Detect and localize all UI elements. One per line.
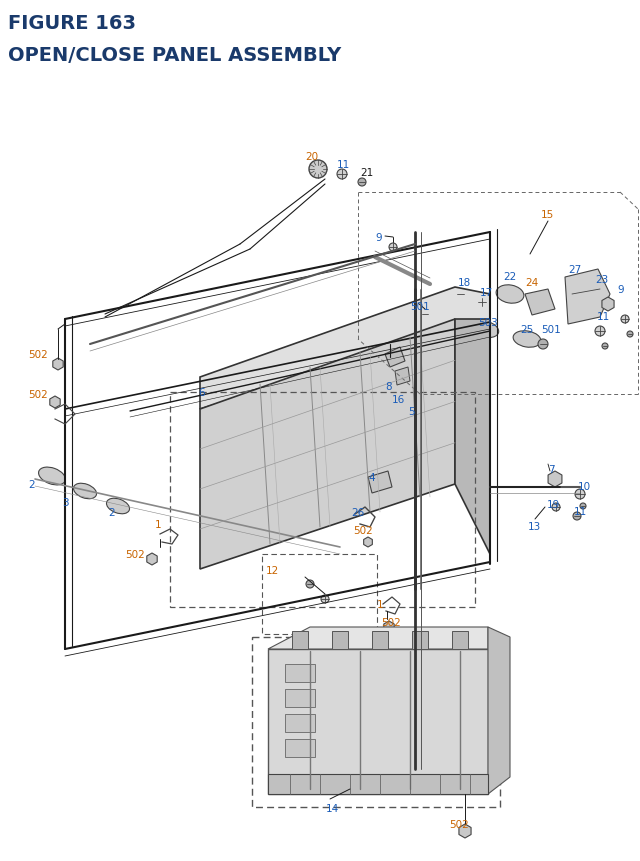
Polygon shape — [200, 319, 455, 569]
Text: 5: 5 — [408, 406, 415, 417]
Polygon shape — [200, 288, 490, 410]
Polygon shape — [147, 554, 157, 566]
Polygon shape — [548, 472, 562, 487]
Polygon shape — [565, 269, 610, 325]
Text: 502: 502 — [28, 389, 48, 400]
Circle shape — [337, 170, 347, 180]
Text: OPEN/CLOSE PANEL ASSEMBLY: OPEN/CLOSE PANEL ASSEMBLY — [8, 46, 341, 65]
Bar — [292, 631, 308, 649]
Text: 502: 502 — [353, 525, 372, 536]
Text: 12: 12 — [266, 566, 279, 575]
Text: 502: 502 — [28, 350, 48, 360]
Text: 17: 17 — [480, 288, 493, 298]
Circle shape — [580, 504, 586, 510]
Text: 6: 6 — [198, 387, 205, 398]
Text: 15: 15 — [541, 210, 554, 220]
Bar — [285, 664, 315, 682]
Polygon shape — [53, 358, 63, 370]
Text: 501: 501 — [541, 325, 561, 335]
Text: 27: 27 — [568, 264, 581, 275]
Circle shape — [455, 289, 465, 300]
Polygon shape — [455, 319, 490, 554]
Text: 502: 502 — [381, 617, 401, 628]
Bar — [285, 739, 315, 757]
Circle shape — [627, 331, 633, 338]
Ellipse shape — [38, 468, 65, 486]
Text: 1: 1 — [377, 599, 383, 610]
Circle shape — [321, 595, 329, 604]
Text: 11: 11 — [597, 312, 611, 322]
Polygon shape — [268, 628, 488, 649]
Text: 502: 502 — [449, 819, 468, 829]
Polygon shape — [50, 397, 60, 408]
Circle shape — [389, 244, 397, 251]
Text: 24: 24 — [525, 278, 538, 288]
Text: 501: 501 — [410, 301, 429, 312]
Bar — [268, 774, 488, 794]
Circle shape — [309, 161, 327, 179]
Polygon shape — [395, 368, 410, 386]
Circle shape — [552, 504, 560, 511]
Circle shape — [621, 316, 629, 324]
Text: 9: 9 — [375, 232, 381, 243]
Circle shape — [478, 299, 486, 307]
Polygon shape — [488, 628, 510, 794]
Circle shape — [538, 339, 548, 350]
Text: 13: 13 — [528, 522, 541, 531]
Text: 1: 1 — [155, 519, 162, 530]
Text: 14: 14 — [326, 803, 339, 813]
Polygon shape — [385, 348, 405, 368]
Text: 18: 18 — [458, 278, 471, 288]
Text: 8: 8 — [385, 381, 392, 392]
Text: 20: 20 — [305, 152, 318, 162]
Bar — [285, 714, 315, 732]
Bar — [285, 689, 315, 707]
Circle shape — [573, 512, 581, 520]
Text: 2: 2 — [108, 507, 115, 517]
Bar — [412, 631, 428, 649]
Text: 26: 26 — [351, 507, 364, 517]
Circle shape — [358, 179, 366, 187]
Text: 25: 25 — [520, 325, 533, 335]
Polygon shape — [459, 824, 471, 838]
Bar — [452, 631, 468, 649]
Text: 2: 2 — [28, 480, 35, 489]
Bar — [332, 631, 348, 649]
Text: 502: 502 — [125, 549, 145, 560]
Text: FIGURE 163: FIGURE 163 — [8, 14, 136, 33]
Text: 19: 19 — [547, 499, 560, 510]
Polygon shape — [525, 289, 555, 316]
Ellipse shape — [74, 484, 97, 499]
Circle shape — [421, 311, 429, 319]
Text: 10: 10 — [578, 481, 591, 492]
Polygon shape — [364, 537, 372, 548]
Bar — [372, 631, 388, 649]
Circle shape — [575, 489, 585, 499]
Ellipse shape — [106, 499, 129, 514]
Text: 11: 11 — [337, 160, 350, 170]
Circle shape — [602, 344, 608, 350]
Text: 3: 3 — [62, 498, 68, 507]
Ellipse shape — [513, 331, 541, 348]
Ellipse shape — [471, 321, 499, 338]
Circle shape — [306, 580, 314, 588]
Text: 21: 21 — [360, 168, 373, 177]
Text: 16: 16 — [392, 394, 405, 405]
Ellipse shape — [496, 286, 524, 304]
Text: 7: 7 — [548, 464, 555, 474]
Text: 9: 9 — [617, 285, 623, 294]
Polygon shape — [268, 649, 488, 794]
Polygon shape — [384, 622, 394, 633]
Text: 11: 11 — [574, 506, 588, 517]
Text: 22: 22 — [503, 272, 516, 282]
Text: 503: 503 — [478, 318, 498, 328]
Polygon shape — [602, 298, 614, 312]
Text: 23: 23 — [595, 275, 608, 285]
Polygon shape — [368, 472, 392, 493]
Text: 4: 4 — [368, 473, 374, 482]
Circle shape — [595, 326, 605, 337]
